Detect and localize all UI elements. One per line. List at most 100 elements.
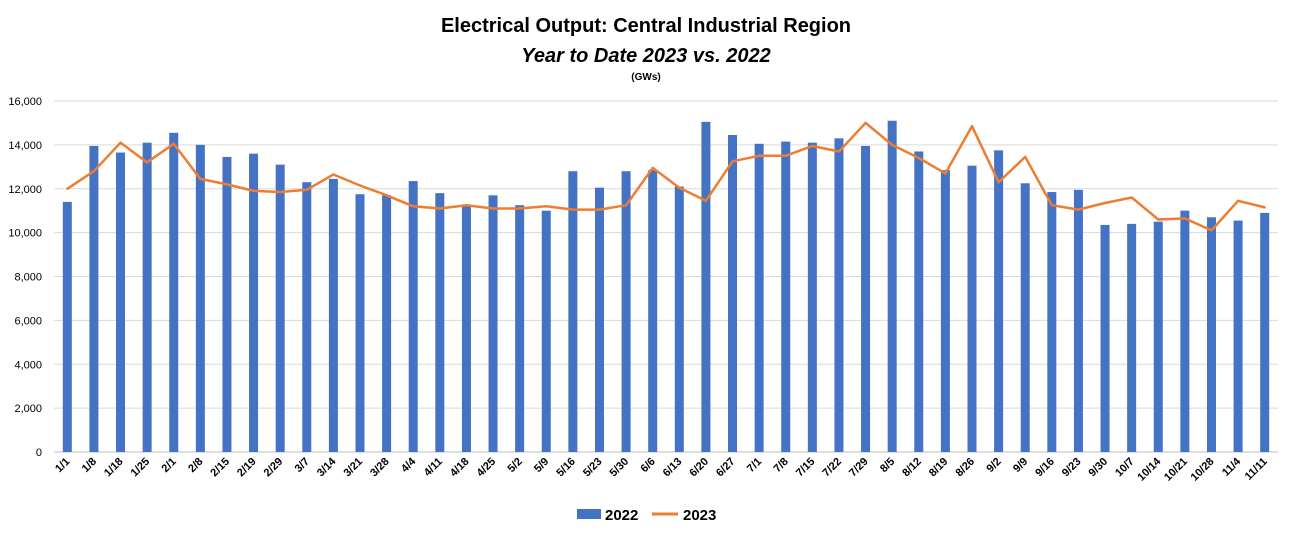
y-tick-label: 12,000 [8,184,42,196]
bar-2022 [1073,189,1083,453]
x-tick-label: 3/7 [293,456,312,475]
y-tick-label: 16,000 [8,96,42,108]
line-point-2023 [1103,201,1107,205]
y-tick-label: 2,000 [14,403,42,415]
bar-2022 [89,145,99,453]
bar-2022 [594,187,604,452]
bar-2022 [541,210,551,452]
bar-2022 [249,153,259,452]
bar-2022 [940,170,950,452]
bar-2022 [488,195,498,453]
x-tick-label: 10/21 [1162,456,1190,484]
line-point-2023 [332,173,335,176]
bar-2022 [195,144,205,452]
x-tick-label: 7/29 [847,456,871,480]
line-point-2023 [1077,208,1080,211]
bar-2022 [621,171,631,452]
bar-2022 [408,181,418,452]
x-tick-label: 7/22 [820,456,844,480]
bar-2022 [382,195,392,453]
bar-2022 [116,152,126,452]
line-point-2023 [784,154,787,158]
legend-label-2023: 2023 [683,507,716,524]
line-point-2023 [438,207,442,210]
line-point-2023 [1236,199,1240,203]
bar-2022 [1100,224,1110,452]
bar-2022 [1020,183,1030,452]
line-point-2023 [1210,229,1213,232]
x-tick-label: 5/2 [505,456,524,475]
bar-2022 [515,205,525,452]
bar-2022 [275,164,285,452]
x-tick-label: 7/15 [794,456,818,480]
x-tick-label: 10/28 [1189,456,1217,484]
line-point-2023 [678,186,681,189]
x-tick-label: 6/6 [639,456,658,475]
bar-2022 [568,171,578,452]
legend: 2022 2023 [577,507,716,524]
bar-2022 [1233,220,1243,452]
bar-2022 [461,205,471,452]
line-point-2023 [624,204,628,207]
line-point-2023 [598,208,601,211]
y-axis-ticks: 0 2,000 4,000 6,000 8,000 10,000 12,000 14,000 1… [8,96,42,459]
x-tick-label: 4/18 [448,456,472,480]
bar-2022 [781,141,791,452]
line-point-2023 [1024,155,1027,159]
line-2023 [66,121,1266,232]
bar-2022 [222,156,232,453]
line-point-2023 [385,194,388,197]
line-point-2023 [651,166,654,170]
x-tick-label: 7/8 [772,456,791,475]
x-tick-label: 4/25 [475,456,499,480]
x-tick-label: 11/4 [1220,455,1244,479]
x-tick-label: 10/14 [1135,455,1164,484]
line-point-2023 [358,184,362,187]
line-point-2023 [864,121,867,125]
gridlines [54,100,1278,453]
x-tick-label: 2/19 [235,456,259,480]
x-tick-label: 1/25 [129,456,153,480]
line-point-2023 [412,205,415,208]
x-axis-ticks: 1/1 1/8 1/18 1/25 2/1 2/8 2/15 2/19 2/29 3/7 3/14 3… [53,455,1270,484]
line-point-2023 [837,150,841,153]
line-point-2023 [305,188,308,192]
bar-2022 [435,193,445,452]
bar-2022 [1260,212,1270,452]
x-tick-label: 11/11 [1243,456,1270,483]
x-tick-label: 2/15 [208,456,232,480]
line-point-2023 [92,170,96,173]
bar-2022 [328,178,338,453]
x-tick-label: 9/9 [1011,456,1030,475]
x-tick-label: 8/12 [900,456,924,480]
line-point-2023 [225,183,229,186]
bar-2022 [807,142,817,452]
line-point-2023 [811,144,814,148]
line-point-2023 [199,177,202,181]
bar-2022 [169,132,179,452]
x-tick-label: 2/1 [160,456,179,475]
chart-subtitle: Year to Date 2023 vs. 2022 [521,45,770,67]
bar-2022 [701,121,711,452]
line-point-2023 [465,204,468,207]
bar-2022 [861,145,871,453]
y-tick-label: 0 [36,447,42,459]
line-point-2023 [1130,196,1133,199]
line-point-2023 [66,187,69,190]
x-tick-label: 8/26 [953,456,977,480]
x-tick-label: 4/11 [422,456,445,479]
y-tick-label: 10,000 [8,228,42,240]
line-point-2023 [1157,218,1160,221]
bar-2022 [834,138,844,452]
x-tick-label: 9/16 [1033,456,1057,480]
line-point-2023 [731,160,734,163]
bars-2022 [62,120,1270,453]
bar-2022 [62,201,72,452]
line-point-2023 [944,172,947,175]
bar-2022 [142,142,152,452]
x-tick-label: 3/21 [341,456,365,480]
bar-2022 [754,143,764,452]
line-point-2023 [917,156,920,160]
